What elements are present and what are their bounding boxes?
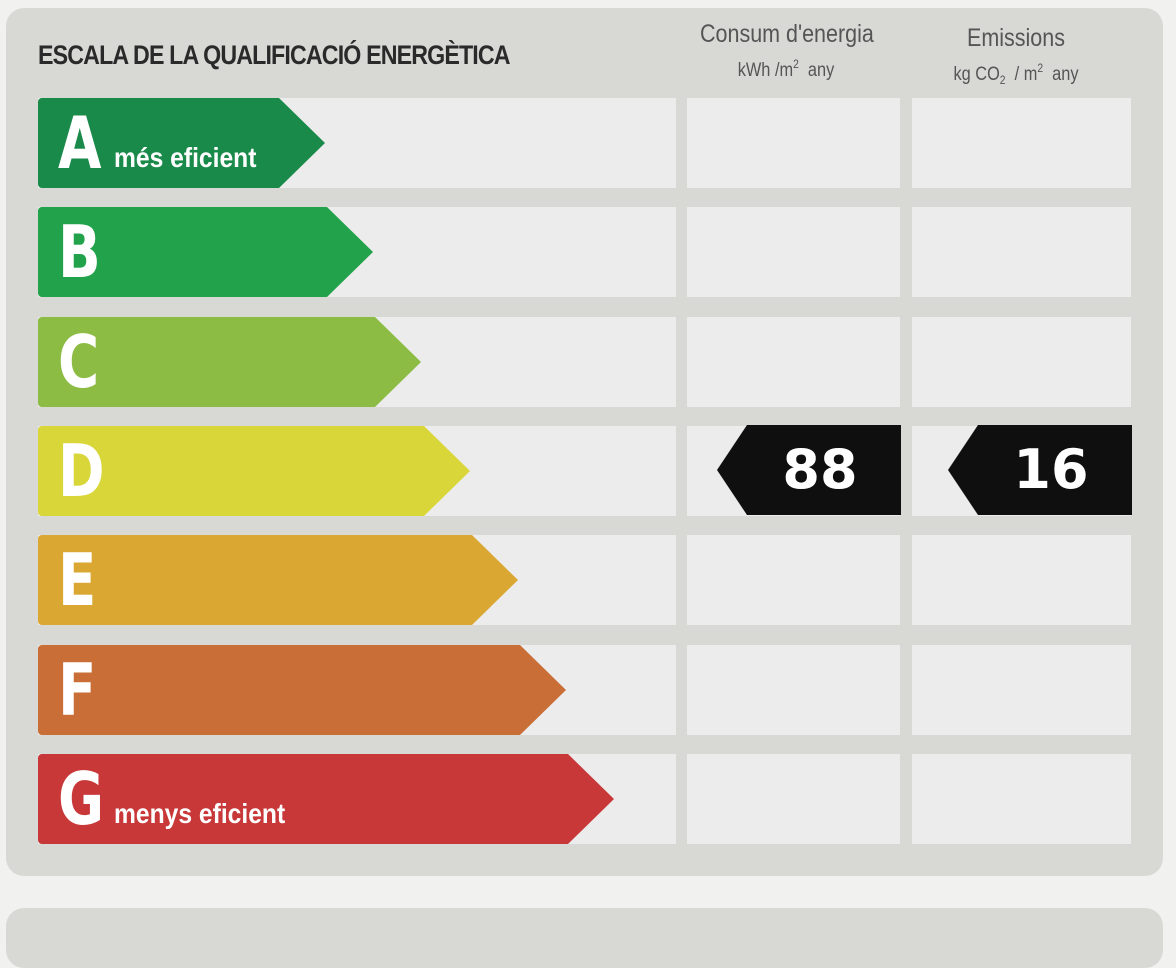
rating-letter-a: A	[58, 101, 102, 185]
rating-letter-e: E	[58, 538, 97, 622]
emissions-cell-f	[912, 645, 1131, 735]
emissions-cell-e	[912, 535, 1131, 625]
rating-arrow-a	[38, 98, 325, 188]
emissions-cell-c	[912, 317, 1131, 407]
rating-sublabel-g: menys eficient	[114, 798, 286, 829]
rating-letter-b: B	[58, 210, 101, 294]
emissions-column-header: Emissions kg CO2 / m2 any	[912, 24, 1120, 87]
rating-arrow-g	[38, 754, 614, 844]
rating-sublabel-a: més eficient	[114, 142, 257, 173]
energy-cell-f	[687, 645, 900, 735]
energy-cell-b	[687, 207, 900, 297]
energy-cell-g	[687, 754, 900, 844]
energy-column-label: Consum d'energia	[700, 20, 874, 48]
emissions-cell-b	[912, 207, 1131, 297]
energy-value-badge: 88	[717, 425, 901, 515]
rating-arrow-c	[38, 317, 421, 407]
emissions-value-badge: 16	[948, 425, 1132, 515]
rating-letter-g: G	[58, 757, 105, 841]
emissions-cell-a	[912, 98, 1131, 188]
energy-cell-a	[687, 98, 900, 188]
emissions-column-label: Emissions	[967, 24, 1065, 52]
rating-arrow-e	[38, 535, 518, 625]
rating-letter-c: C	[58, 320, 100, 404]
rating-arrow-f	[38, 645, 566, 735]
rating-letter-d: D	[58, 429, 105, 513]
emissions-cell-g	[912, 754, 1131, 844]
rating-arrow-b	[38, 207, 373, 297]
energy-column-unit: kWh /m2 any	[737, 57, 835, 81]
rating-arrow-d	[38, 426, 470, 516]
energy-cell-c	[687, 317, 900, 407]
secondary-card	[6, 908, 1163, 968]
emissions-column-unit: kg CO2 / m2 any	[953, 61, 1079, 87]
energy-cell-e	[687, 535, 900, 625]
page-title: ESCALA DE LA QUALIFICACIÓ ENERGÈTICA	[38, 40, 511, 70]
energy-column-header: Consum d'energia kWh /m2 any	[686, 20, 886, 82]
rating-letter-f: F	[58, 648, 97, 732]
